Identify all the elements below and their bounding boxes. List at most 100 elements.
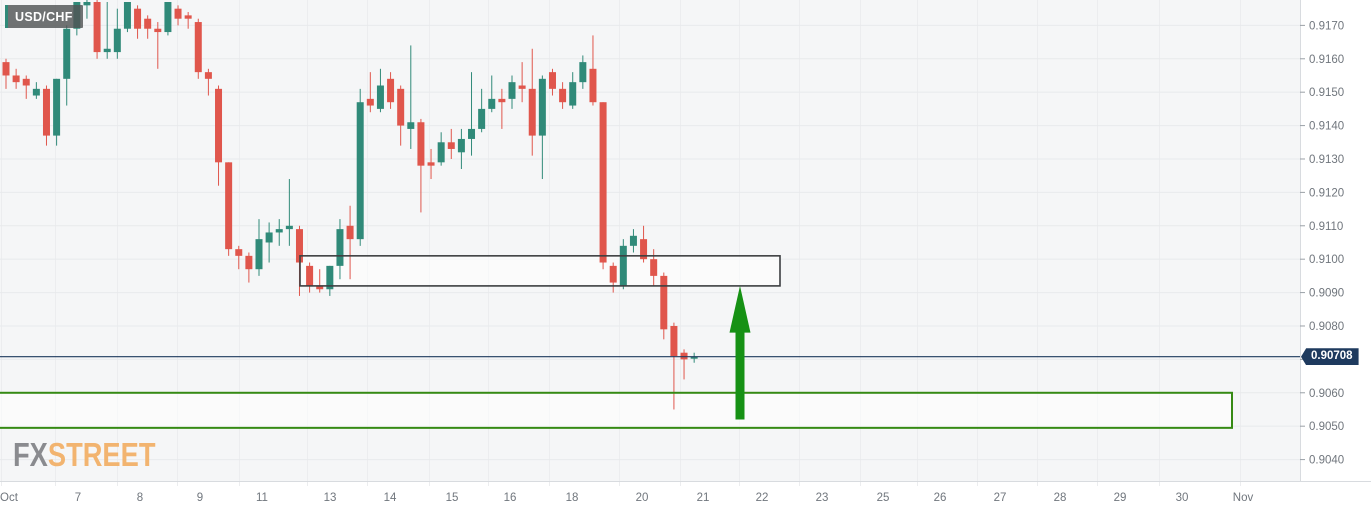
candle (316, 269, 324, 293)
support-zone-box (0, 391, 1233, 429)
candle-body (397, 88, 405, 126)
candle-body (123, 2, 131, 29)
candle (366, 72, 374, 113)
candle-body (660, 275, 668, 330)
candle (397, 85, 405, 146)
candle-body (468, 128, 476, 139)
candle (437, 132, 445, 166)
candle-body (589, 68, 597, 103)
candle-body (417, 122, 425, 166)
x-axis-label: 23 (816, 492, 829, 504)
candle (174, 5, 182, 26)
candle-body (285, 225, 293, 230)
candle (629, 229, 637, 253)
candle (2, 58, 10, 89)
x-axis-label: 25 (877, 492, 890, 504)
resistance-zone-fill (300, 255, 780, 286)
candle-body (457, 138, 465, 153)
candle-body (194, 22, 202, 73)
candle-body (295, 229, 303, 263)
candle-body (225, 162, 233, 250)
candle (579, 55, 587, 89)
candle (83, 0, 91, 19)
x-axis-label: 21 (697, 492, 710, 504)
candles-layer (2, 0, 698, 410)
x-axis-label: Oct (0, 492, 19, 504)
candle-body (387, 78, 395, 103)
candle-body (265, 232, 273, 243)
candle (42, 85, 50, 146)
candle (376, 68, 384, 113)
candle-body (366, 98, 374, 106)
candle (569, 72, 577, 109)
candle-body (53, 78, 61, 136)
candle-body (93, 2, 101, 53)
candle-body (427, 162, 435, 166)
symbol-accent-bar (5, 5, 8, 28)
candle (548, 68, 556, 96)
candle-body (215, 88, 223, 163)
y-axis-label: 0.9120 (1309, 187, 1344, 199)
candle-body (650, 259, 658, 276)
x-axis-label: 26 (934, 492, 947, 504)
candle (134, 5, 142, 39)
candle (215, 85, 223, 186)
candle-body (12, 75, 20, 83)
y-axis-label: 0.9110 (1309, 221, 1343, 233)
candle (356, 88, 364, 246)
candle (407, 45, 415, 149)
time-axis[interactable] (0, 481, 1371, 512)
y-axis-label: 0.9080 (1309, 321, 1344, 333)
candle (387, 72, 395, 109)
y-axis-label: 0.9100 (1309, 254, 1344, 266)
x-axis-label: 8 (137, 492, 143, 504)
x-axis-label: 28 (1054, 492, 1067, 504)
candle (63, 25, 71, 106)
candle (235, 245, 243, 270)
candle-body (63, 28, 71, 79)
candle-body (619, 245, 627, 286)
candle-body (356, 102, 364, 240)
candle-body (629, 235, 637, 246)
candle-body (103, 48, 111, 53)
symbol-badge: USD/CHF (5, 5, 83, 28)
candle-body (437, 142, 445, 163)
x-axis-label: Nov (1233, 492, 1254, 504)
candle (589, 35, 597, 106)
candle (93, 0, 101, 59)
candle (22, 75, 30, 99)
candle-body (690, 356, 698, 359)
candle-body (134, 8, 142, 29)
candle-body (447, 142, 455, 149)
y-axis-label: 0.9040 (1309, 455, 1344, 467)
candle (538, 75, 546, 180)
candle (123, 2, 131, 33)
candle (154, 22, 162, 69)
candle (225, 162, 233, 256)
candle-body (255, 239, 263, 270)
candle-body (640, 239, 648, 260)
candle-body (2, 62, 10, 76)
candle (559, 82, 567, 109)
candle (184, 12, 192, 29)
candle (690, 352, 698, 363)
candle-body (346, 225, 354, 240)
candle (680, 349, 688, 380)
fxstreet-watermark: FXSTREET (13, 436, 155, 475)
candle (478, 88, 486, 133)
candle (113, 8, 121, 59)
candle-body (245, 255, 253, 270)
y-axis-label: 0.9170 (1309, 20, 1344, 32)
candle-body (22, 78, 30, 86)
price-axis[interactable] (1300, 0, 1371, 481)
up-arrow (729, 285, 751, 420)
last-price-label: 0.90708 (1301, 348, 1359, 366)
candle-body (538, 78, 546, 136)
candle (346, 205, 354, 280)
candle (275, 219, 283, 246)
y-axis-label: 0.9160 (1309, 54, 1344, 66)
candle (417, 118, 425, 213)
candle-body (680, 352, 688, 360)
